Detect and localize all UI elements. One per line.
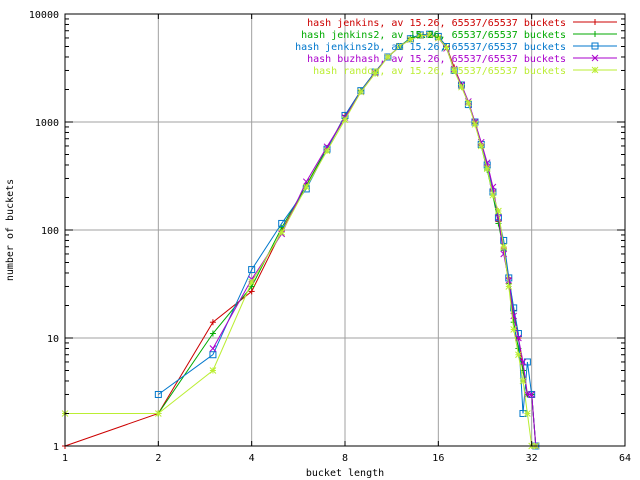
data-point <box>443 44 450 51</box>
data-point <box>323 147 331 155</box>
data-point <box>465 99 472 107</box>
legend-label: hash jenkins2b, av 15.26, 65537/65537 bu… <box>295 42 566 53</box>
data-point <box>528 391 536 398</box>
data-point <box>248 266 256 274</box>
data-point <box>505 283 513 290</box>
data-point <box>500 250 508 258</box>
x-tick-label: 4 <box>249 453 255 464</box>
data-point <box>341 116 349 124</box>
legend-swatch-marker <box>591 66 599 74</box>
data-point <box>471 121 479 128</box>
legend-item: hash jenkins2, av 15.26, 65537/65537 buc… <box>301 30 617 41</box>
data-point <box>519 358 527 366</box>
legend-swatch-marker <box>591 42 599 50</box>
x-tick-label: 32 <box>526 453 538 464</box>
y-tick-label: 100 <box>41 226 59 237</box>
data-point <box>384 53 392 61</box>
x-axis-label: bucket length <box>306 468 384 479</box>
data-point <box>489 191 497 199</box>
legend-swatch-marker <box>592 19 598 25</box>
data-point <box>209 330 216 337</box>
legend-item: hash jenkins, av 15.26, 65537/65537 buck… <box>307 18 617 29</box>
axis-ticks: 1 2 4 8 16 32 64 1 10 100 1000 10000 <box>29 10 631 464</box>
series-5 <box>61 31 540 450</box>
data-point <box>278 219 286 227</box>
legend-item: hash jenkins2b, av 15.26, 65537/65537 bu… <box>295 42 617 53</box>
legend-label: hash buzhash, av 15.26, 65537/65537 buck… <box>307 54 566 65</box>
data-point <box>302 183 310 191</box>
data-point <box>154 410 162 417</box>
data-point <box>278 229 286 236</box>
data-point <box>434 34 442 42</box>
legend-swatch-marker <box>591 54 599 62</box>
data-point <box>209 351 217 359</box>
data-point <box>458 83 465 91</box>
data-point <box>515 351 522 359</box>
data-point <box>209 367 217 374</box>
data-point <box>483 165 491 172</box>
data-point <box>510 304 518 312</box>
data-point <box>450 67 458 74</box>
y-axis-label: number of buckets <box>5 179 16 281</box>
legend-label: hash random, av 15.26, 65537/65537 bucke… <box>313 66 566 77</box>
legend: hash jenkins, av 15.26, 65537/65537 buck… <box>295 18 617 77</box>
x-tick-label: 8 <box>342 453 348 464</box>
data-point <box>407 36 414 43</box>
x-tick-label: 1 <box>62 453 68 464</box>
data-point <box>510 319 517 326</box>
data-point <box>371 70 379 78</box>
data-point <box>505 277 513 284</box>
x-tick-label: 64 <box>619 453 631 464</box>
data-point <box>523 358 531 366</box>
data-point <box>477 142 485 150</box>
legend-label: hash jenkins2, av 15.26, 65537/65537 buc… <box>301 30 566 41</box>
data-point <box>524 410 531 417</box>
data-point <box>248 278 256 286</box>
x-tick-label: 2 <box>155 453 161 464</box>
data-point <box>396 43 403 50</box>
data-point <box>357 88 365 96</box>
data-point <box>209 345 217 352</box>
y-tick-label: 10 <box>47 334 59 345</box>
data-point <box>510 326 518 333</box>
data-point <box>495 207 502 215</box>
data-point <box>426 31 433 39</box>
data-point <box>500 243 508 251</box>
data-point <box>416 32 424 40</box>
data-point <box>154 390 162 398</box>
x-tick-label: 16 <box>432 453 444 464</box>
legend-swatch-marker <box>592 31 598 37</box>
y-tick-label: 10000 <box>29 10 59 21</box>
legend-item: hash random, av 15.26, 65537/65537 bucke… <box>313 66 617 77</box>
legend-label: hash jenkins, av 15.26, 65537/65537 buck… <box>307 18 566 29</box>
data-point <box>495 214 502 222</box>
data-point <box>515 334 522 342</box>
y-tick-label: 1000 <box>35 118 59 129</box>
legend-item: hash buzhash, av 15.26, 65537/65537 buck… <box>307 54 617 65</box>
y-tick-label: 1 <box>53 442 59 453</box>
data-point <box>519 377 527 385</box>
data-point <box>209 319 216 326</box>
